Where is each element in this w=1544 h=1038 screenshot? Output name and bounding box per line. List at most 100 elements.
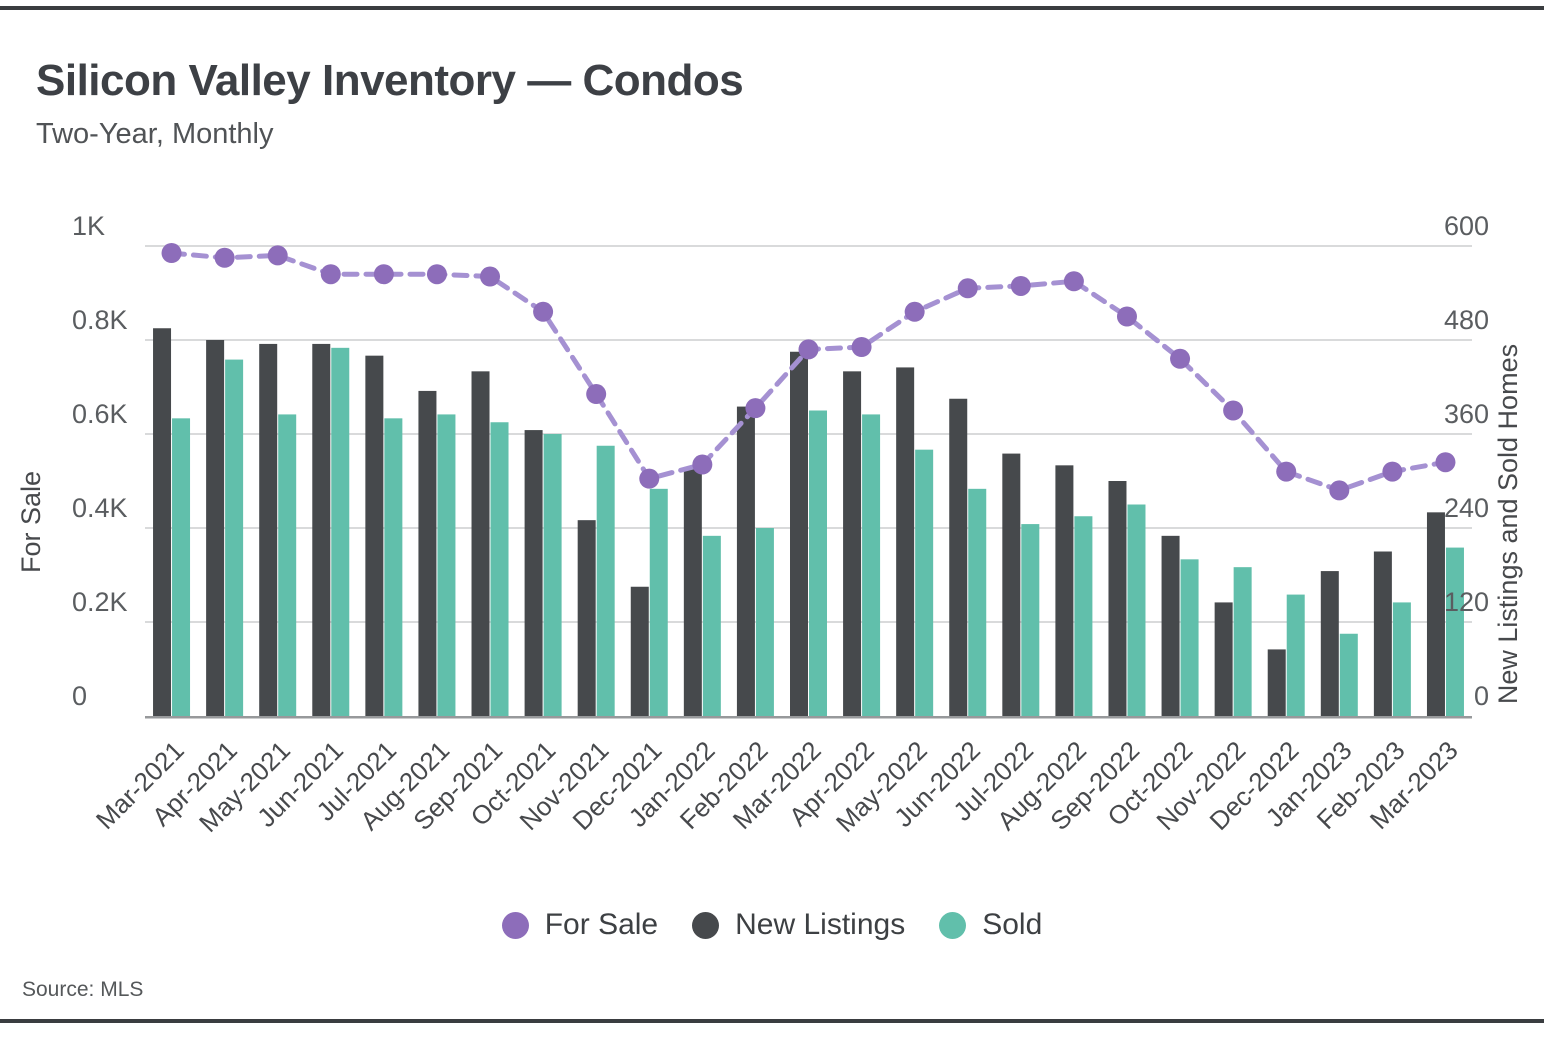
sold-bar [1074,516,1093,716]
right-axis-tick-label: 120 [1444,587,1489,617]
source-note: Source: MLS [22,978,144,1001]
left-axis-tick-label: 0 [72,681,87,711]
right-axis-title: New Listings and Sold Homes [1493,344,1523,704]
legend-label: For Sale [544,908,659,941]
new-listings-bar [1373,551,1392,716]
new-listings-bar [1426,512,1445,716]
sold-bar [172,418,191,716]
sold-bar [809,410,827,716]
sold-bar [1127,504,1146,716]
for-sale-point [533,301,554,322]
sold-bar [1021,524,1040,716]
for-sale-point [1329,480,1350,501]
sold-bar [915,449,934,716]
new-listings-bar [736,406,755,716]
sold-bar [1339,633,1358,716]
for-sale-point [1116,306,1137,327]
x-axis-line [145,716,1472,719]
left-axis-tick-label: 0.6K [72,399,128,429]
left-axis-tick-label: 0.2K [72,587,128,617]
for-sale-point [1382,461,1403,482]
sold-bar [596,445,615,716]
for-sale-point [267,245,288,266]
right-axis-tick-label: 240 [1444,493,1489,523]
right-axis-tick-label: 0 [1474,681,1489,711]
sold-bar [490,422,509,716]
new-listings-bar [949,398,968,716]
for-sale-point [214,247,235,268]
left-axis-title: For Sale [16,471,46,573]
sold-bar [543,434,562,716]
chart-legend: For Sale New Listings Sold [0,908,1544,942]
new-listings-bar [153,328,172,716]
for-sale-point [639,468,660,489]
new-listings-bar [365,355,384,716]
new-listings-bar [683,469,702,716]
for-sale-point [798,339,819,360]
for-sale-point [1276,461,1297,482]
new-listings-legend-dot-icon [692,911,720,939]
bottom-border-rule [0,1019,1544,1023]
for-sale-point [373,264,394,285]
sold-bar [1180,559,1199,716]
for-sale-point [851,337,872,358]
new-listings-bar [471,371,490,716]
sold-legend-dot-icon [939,911,967,939]
for-sale-point [1435,452,1456,473]
new-listings-bar [1161,535,1180,716]
for-sale-point [480,266,501,287]
legend-label: New Listings [735,908,906,941]
new-listings-bar [1002,453,1021,716]
new-listings-bar [418,390,437,716]
new-listings-bar [524,430,543,716]
new-listings-bar [312,343,331,716]
for-sale-point [1223,400,1244,421]
new-listings-bar [1108,481,1127,716]
sold-bar [437,414,456,716]
for-sale-line [169,250,1448,494]
for-sale-point [957,278,978,299]
new-listings-bar [630,586,649,716]
legend-item-new-listings[interactable]: New Listings [692,908,905,942]
new-listings-bar [206,340,225,716]
for-sale-point [320,264,341,285]
page-title: Silicon Valley Inventory — Condos [36,56,744,105]
sold-bar [1233,567,1252,716]
sold-bar [968,488,987,716]
new-listings-bar [577,520,596,716]
sold-bar [331,347,350,716]
new-listings-bar [896,367,915,716]
new-listings-bar [790,351,808,716]
right-axis-tick-label: 360 [1444,399,1489,429]
for-sale-point [586,384,607,405]
for-sale-legend-dot-icon [501,911,529,939]
legend-item-sold[interactable]: Sold [939,908,1042,942]
sold-bar [1286,594,1305,716]
legend-label: Sold [982,908,1043,941]
for-sale-point [426,264,447,285]
sold-bar [755,528,774,716]
legend-item-for-sale[interactable]: For Sale [501,908,659,942]
for-sale-point [745,398,766,419]
sold-bar [702,535,721,716]
for-sale-point [692,454,713,475]
for-sale-point [1010,275,1031,296]
new-listings-bar [259,343,278,716]
sold-bar [225,359,244,716]
sold-bar [862,414,881,716]
right-axis-tick-label: 600 [1444,211,1489,241]
left-axis-tick-label: 0.8K [72,305,128,335]
top-border-rule [0,6,1544,10]
new-listings-bar [1055,465,1074,716]
new-listings-bar [1267,649,1286,716]
new-listings-bar [1320,571,1339,716]
new-listings-bar [1214,602,1233,716]
for-sale-point [161,243,182,264]
sold-bar [649,488,668,716]
for-sale-point [1170,348,1191,369]
left-axis-tick-label: 1K [72,211,105,241]
sold-bar [278,414,297,716]
right-axis-tick-label: 480 [1444,305,1489,335]
